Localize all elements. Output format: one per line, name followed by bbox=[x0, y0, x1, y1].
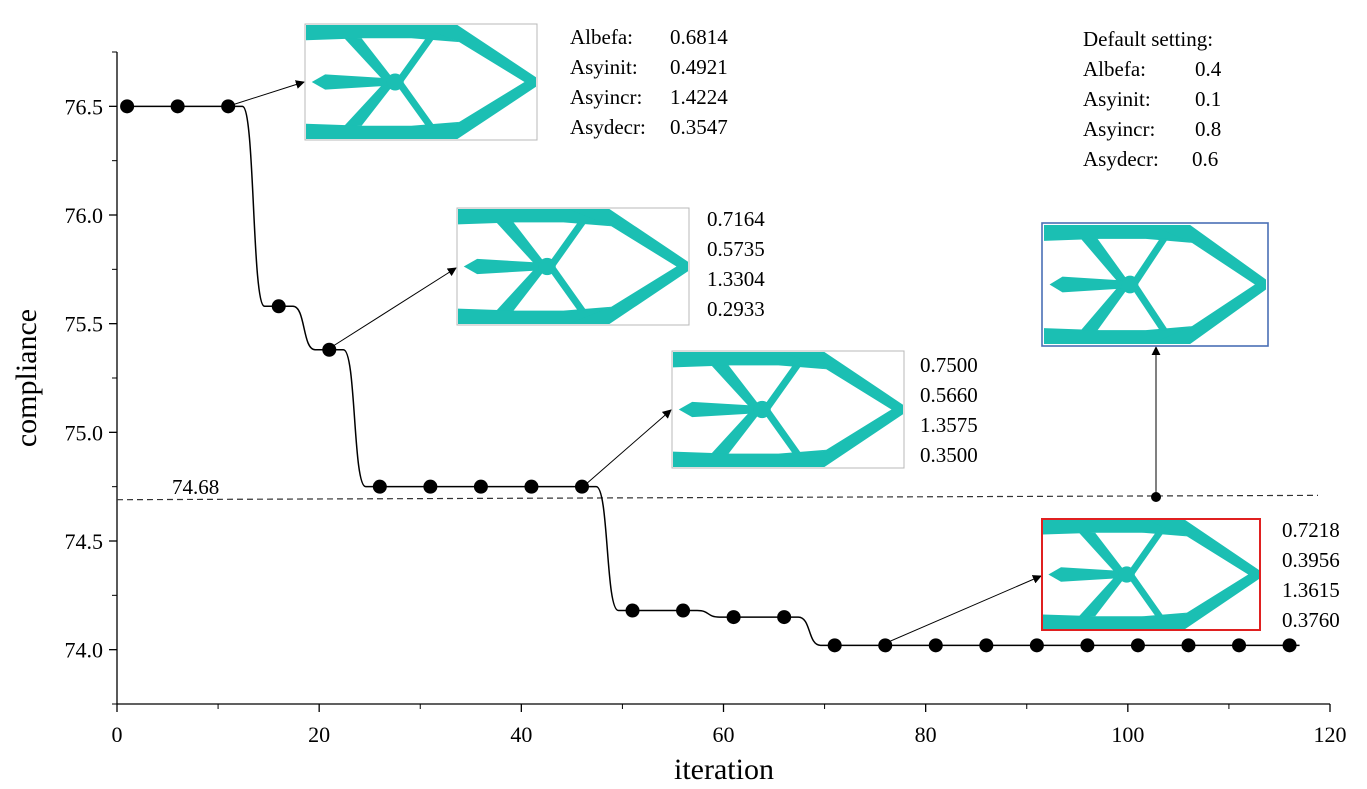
annotation-1-label-1: Albefa: bbox=[570, 25, 633, 49]
data-point bbox=[1181, 638, 1196, 653]
annotation-1-label-4: Asydecr: bbox=[570, 115, 646, 139]
data-point bbox=[1232, 638, 1247, 653]
reference-line bbox=[116, 494, 1319, 501]
data-point bbox=[170, 99, 185, 114]
annotation-3-value-2: 0.5660 bbox=[920, 383, 978, 407]
default-value-1: 0.4 bbox=[1195, 57, 1222, 81]
default-setting-block: Default setting: Albefa: 0.4 Asyinit: 0.… bbox=[1083, 27, 1222, 171]
y-tick-label: 74.5 bbox=[65, 529, 104, 554]
annotation-2-value-2: 0.5735 bbox=[707, 237, 765, 261]
annotation-2-value-1: 0.7164 bbox=[707, 207, 765, 231]
data-point bbox=[120, 99, 135, 114]
default-value-4: 0.6 bbox=[1192, 147, 1218, 171]
structure-image-3 bbox=[671, 350, 905, 469]
data-point bbox=[524, 479, 539, 494]
data-point bbox=[1130, 638, 1145, 653]
annotation-2-value-4: 0.2933 bbox=[707, 297, 765, 321]
arrow-1 bbox=[231, 80, 305, 106]
y-tick-label: 75.0 bbox=[65, 420, 104, 445]
annotation-2: 0.7164 0.5735 1.3304 0.2933 bbox=[707, 207, 765, 321]
plot-area: 0 20 40 60 80 100 120 74.0 74.5 75.0 75.5 76.0 76.5… bbox=[10, 51, 1347, 786]
annotation-1-value-4: 0.3547 bbox=[670, 115, 728, 139]
data-point bbox=[777, 610, 792, 625]
data-point bbox=[625, 603, 640, 618]
x-tick-label: 0 bbox=[112, 722, 123, 747]
data-point bbox=[221, 99, 236, 114]
default-value-3: 0.8 bbox=[1195, 117, 1221, 141]
y-axis-title: compliance bbox=[10, 309, 43, 447]
annotation-3-value-1: 0.7500 bbox=[920, 353, 978, 377]
y-ticks: 74.0 74.5 75.0 75.5 76.0 76.5 bbox=[65, 51, 117, 705]
data-point bbox=[574, 479, 589, 494]
y-tick-label: 75.5 bbox=[65, 312, 104, 337]
x-tick-label: 40 bbox=[510, 722, 532, 747]
x-tick-label: 80 bbox=[915, 722, 937, 747]
y-tick-label: 76.0 bbox=[65, 203, 104, 228]
annotation-1-label-2: Asyinit: bbox=[570, 55, 638, 79]
annotation-2-value-3: 1.3304 bbox=[707, 267, 765, 291]
default-point-marker bbox=[1151, 492, 1161, 502]
data-point bbox=[1282, 638, 1297, 653]
annotation-3-value-4: 0.3500 bbox=[920, 443, 978, 467]
default-label-2: Asyinit: bbox=[1083, 87, 1151, 111]
data-point bbox=[1029, 638, 1044, 653]
data-point bbox=[979, 638, 994, 653]
default-label-3: Asyincr: bbox=[1083, 117, 1155, 141]
structure-image-best bbox=[1041, 518, 1261, 631]
annotation-4-value-4: 0.3760 bbox=[1282, 608, 1340, 632]
annotation-1-label-3: Asyincr: bbox=[570, 85, 642, 109]
default-label-1: Albefa: bbox=[1083, 57, 1146, 81]
callouts: Albefa: 0.6814 Asyinit: 0.4921 Asyincr: … bbox=[231, 23, 1340, 644]
annotation-4-value-1: 0.7218 bbox=[1282, 518, 1340, 542]
x-ticks: 0 20 40 60 80 100 120 bbox=[112, 704, 1347, 747]
default-setting-title: Default setting: bbox=[1083, 27, 1213, 51]
arrow-3 bbox=[584, 409, 672, 486]
data-point bbox=[423, 479, 438, 494]
arrow-4 bbox=[885, 575, 1042, 644]
data-point bbox=[878, 638, 893, 653]
x-axis-title: iteration bbox=[674, 753, 774, 786]
series-markers bbox=[120, 99, 1297, 653]
structure-image-default bbox=[1041, 222, 1269, 347]
data-point bbox=[1080, 638, 1095, 653]
annotation-3: 0.7500 0.5660 1.3575 0.3500 bbox=[920, 353, 978, 467]
reference-line-label: 74.68 bbox=[172, 475, 219, 499]
annotation-1-value-2: 0.4921 bbox=[670, 55, 728, 79]
y-tick-label: 76.5 bbox=[65, 94, 104, 119]
structure-image-1 bbox=[304, 23, 538, 141]
annotation-3-value-3: 1.3575 bbox=[920, 413, 978, 437]
annotation-4-value-2: 0.3956 bbox=[1282, 548, 1340, 572]
default-value-2: 0.1 bbox=[1195, 87, 1221, 111]
default-label-4: Asydecr: bbox=[1083, 147, 1159, 171]
annotation-1: Albefa: 0.6814 Asyinit: 0.4921 Asyincr: … bbox=[570, 25, 728, 139]
data-point bbox=[372, 479, 387, 494]
data-point bbox=[676, 603, 691, 618]
annotation-1-value-3: 1.4224 bbox=[670, 85, 728, 109]
data-point bbox=[827, 638, 842, 653]
structure-image-2 bbox=[456, 207, 690, 326]
x-tick-label: 20 bbox=[308, 722, 330, 747]
annotation-4: 0.7218 0.3956 1.3615 0.3760 bbox=[1282, 518, 1340, 632]
annotation-4-value-3: 1.3615 bbox=[1282, 578, 1340, 602]
x-tick-label: 120 bbox=[1314, 722, 1347, 747]
series-line bbox=[127, 105, 1300, 647]
x-tick-label: 100 bbox=[1111, 722, 1144, 747]
data-point bbox=[726, 610, 741, 625]
arrow-2 bbox=[329, 267, 457, 349]
annotation-1-value-1: 0.6814 bbox=[670, 25, 728, 49]
data-point bbox=[473, 479, 488, 494]
y-tick-label: 74.0 bbox=[65, 638, 104, 663]
x-tick-label: 60 bbox=[713, 722, 735, 747]
data-point bbox=[271, 299, 286, 314]
data-point bbox=[928, 638, 943, 653]
